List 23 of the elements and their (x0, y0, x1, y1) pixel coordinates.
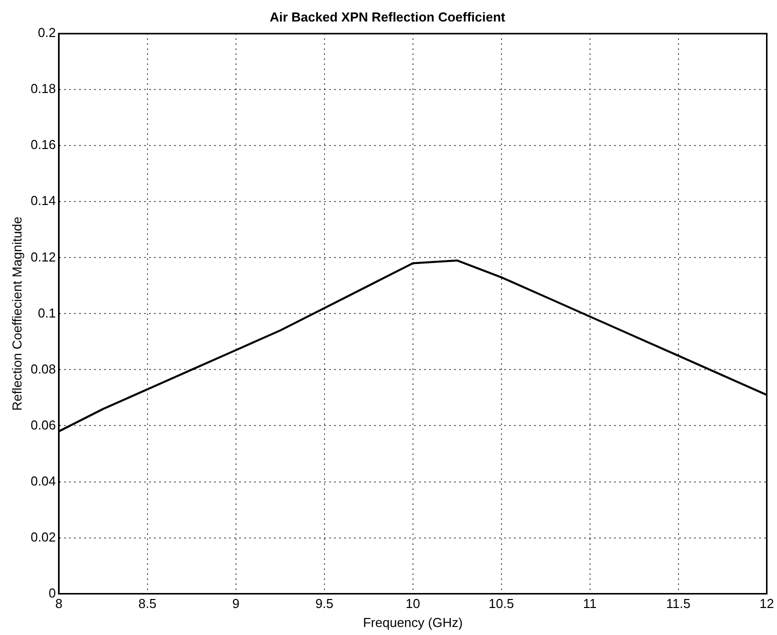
x-tick-label: 10 (406, 596, 420, 612)
x-tick-label: 11 (583, 596, 597, 612)
y-tick-label: 0.18 (30, 81, 56, 96)
y-tick-label: 0.16 (30, 137, 56, 152)
y-tick-label: 0.14 (30, 193, 56, 208)
y-tick-label: 0.12 (30, 249, 56, 264)
y-tick-label: 0 (48, 585, 56, 600)
x-tick-label: 12 (760, 596, 774, 612)
y-tick-label: 0.2 (38, 25, 56, 40)
x-tick-label: 10.5 (488, 596, 514, 612)
y-tick-label: 0.04 (30, 473, 56, 488)
y-tick-label: 0.08 (30, 361, 56, 376)
y-tick-label: 0.06 (30, 417, 56, 432)
x-tick-label: 9.5 (315, 596, 334, 612)
y-axis-title: Reflection Coeffiecient Magnitude (9, 216, 24, 411)
y-tick-label: 0.02 (30, 529, 56, 544)
x-tick-label: 8 (55, 596, 63, 612)
x-tick-label: 11.5 (666, 596, 690, 612)
y-tick-label: 0.1 (38, 305, 56, 320)
x-axis-title: Frequency (GHz) (362, 614, 463, 630)
x-tick-label: 8.5 (138, 596, 156, 612)
x-tick-label: 9 (232, 596, 240, 612)
chart-title: Air Backed XPN Reflection Coefficient (270, 9, 506, 24)
